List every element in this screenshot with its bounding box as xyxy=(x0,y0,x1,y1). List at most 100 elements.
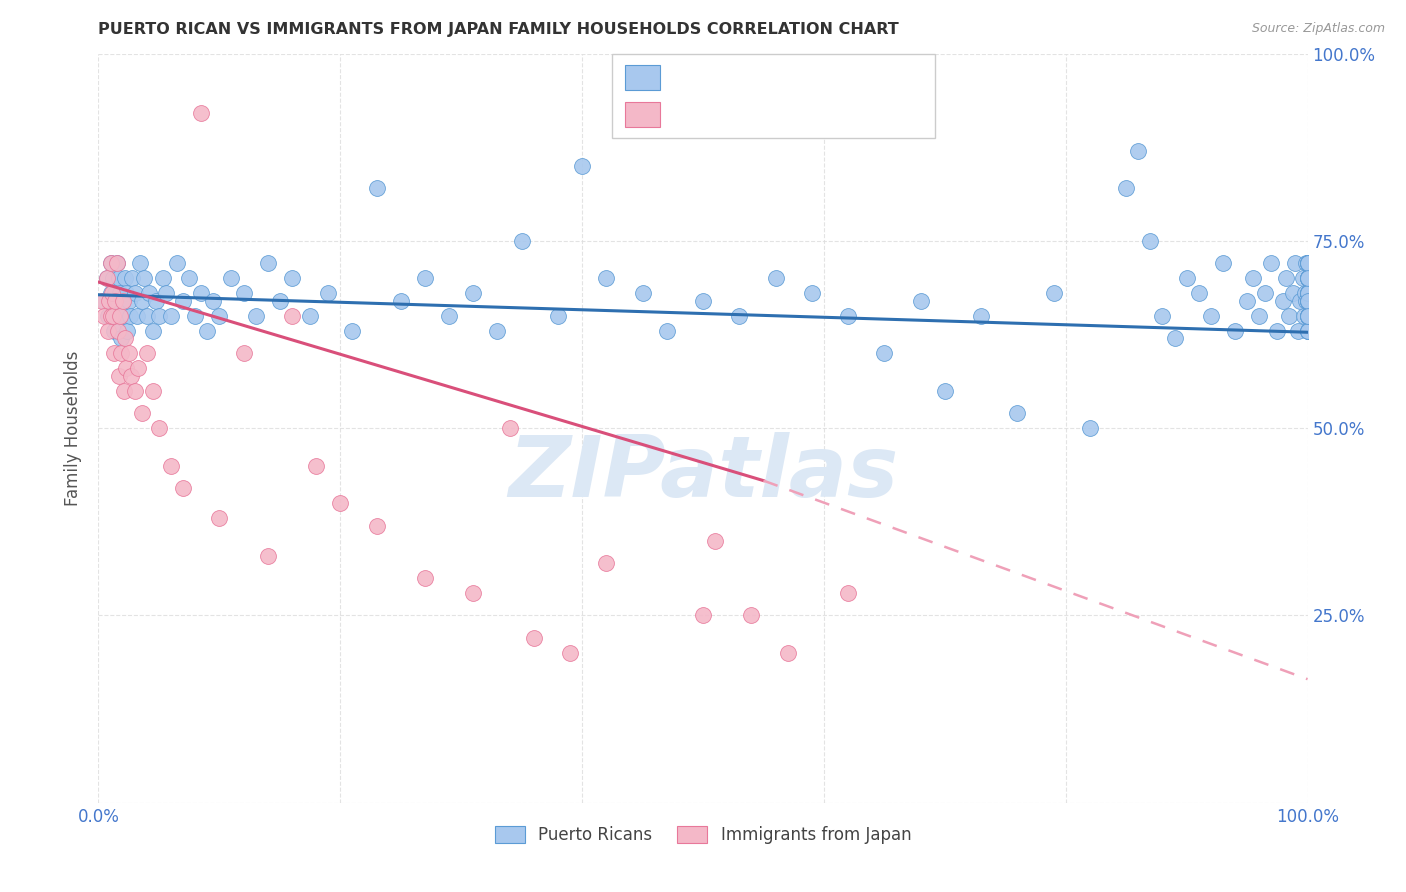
Point xyxy=(1236,293,1258,308)
Point xyxy=(837,309,859,323)
Point xyxy=(1292,309,1315,323)
Point xyxy=(1249,309,1271,323)
Point xyxy=(1296,286,1319,301)
Point xyxy=(1007,406,1029,420)
Point xyxy=(100,286,122,301)
Point xyxy=(172,293,194,308)
Point xyxy=(121,271,143,285)
Y-axis label: Family Households: Family Households xyxy=(65,351,83,506)
Point xyxy=(1296,271,1319,285)
Point xyxy=(728,309,751,323)
Point xyxy=(1296,256,1319,270)
Point xyxy=(124,286,146,301)
Point xyxy=(127,309,149,323)
Point xyxy=(202,293,225,308)
Point xyxy=(107,293,129,308)
Point xyxy=(172,481,194,495)
Point xyxy=(1295,293,1317,308)
Point xyxy=(120,368,142,383)
Point xyxy=(131,406,153,420)
Point xyxy=(558,646,581,660)
Point xyxy=(837,586,859,600)
Point xyxy=(692,608,714,623)
Point xyxy=(1241,271,1264,285)
Point xyxy=(131,293,153,308)
Point xyxy=(124,384,146,398)
Point xyxy=(145,293,167,308)
Point xyxy=(547,309,569,323)
Point xyxy=(740,608,762,623)
Point xyxy=(1294,286,1316,301)
Point xyxy=(100,309,122,323)
Point xyxy=(108,271,131,285)
Point xyxy=(103,346,125,360)
Point xyxy=(1139,234,1161,248)
Point xyxy=(1296,286,1319,301)
Point xyxy=(101,271,124,285)
Point xyxy=(510,234,533,248)
Point xyxy=(115,286,138,301)
Text: R =: R = xyxy=(676,69,716,87)
Point xyxy=(1188,286,1211,301)
Point xyxy=(142,384,165,398)
Point xyxy=(1296,286,1319,301)
Point xyxy=(595,271,617,285)
Point xyxy=(910,293,932,308)
Point xyxy=(1128,144,1150,158)
Point xyxy=(108,309,131,323)
Point xyxy=(184,309,207,323)
Point xyxy=(208,309,231,323)
Point xyxy=(1254,286,1277,301)
Point xyxy=(1296,271,1319,285)
Point xyxy=(1284,256,1306,270)
Point xyxy=(1296,286,1319,301)
Point xyxy=(100,256,122,270)
Point xyxy=(100,309,122,323)
Point xyxy=(108,309,131,323)
Point xyxy=(97,324,120,338)
Point xyxy=(1175,271,1198,285)
Point xyxy=(1042,286,1064,301)
Point xyxy=(800,286,823,301)
Point xyxy=(571,159,593,173)
Point xyxy=(692,293,714,308)
Point xyxy=(160,458,183,473)
Point xyxy=(138,286,160,301)
Point xyxy=(873,346,896,360)
Point xyxy=(498,421,520,435)
Point xyxy=(97,309,120,323)
Point xyxy=(93,309,115,323)
Point xyxy=(1296,271,1319,285)
Point xyxy=(1199,309,1222,323)
Point xyxy=(1296,271,1319,285)
Point xyxy=(1296,271,1319,285)
Point xyxy=(1296,309,1319,323)
Point xyxy=(93,293,115,308)
Point xyxy=(1296,256,1319,270)
Point xyxy=(152,271,174,285)
Point xyxy=(366,181,388,195)
Point xyxy=(437,309,460,323)
Point xyxy=(1272,293,1295,308)
Point xyxy=(776,646,799,660)
Point xyxy=(463,286,485,301)
Point xyxy=(1286,324,1309,338)
Point xyxy=(103,293,125,308)
Text: 143: 143 xyxy=(877,69,914,87)
Point xyxy=(1296,324,1319,338)
Point xyxy=(1115,181,1137,195)
Text: -0.127: -0.127 xyxy=(731,69,796,87)
Point xyxy=(190,106,212,120)
Point xyxy=(118,346,141,360)
Point xyxy=(1296,293,1319,308)
Point xyxy=(704,533,727,548)
Point xyxy=(413,571,436,585)
Bar xyxy=(624,102,661,128)
Text: N =: N = xyxy=(815,105,855,123)
Point xyxy=(104,286,127,301)
Point xyxy=(281,309,304,323)
Point xyxy=(118,309,141,323)
Point xyxy=(110,346,132,360)
Point xyxy=(1275,271,1298,285)
Point xyxy=(105,309,128,323)
